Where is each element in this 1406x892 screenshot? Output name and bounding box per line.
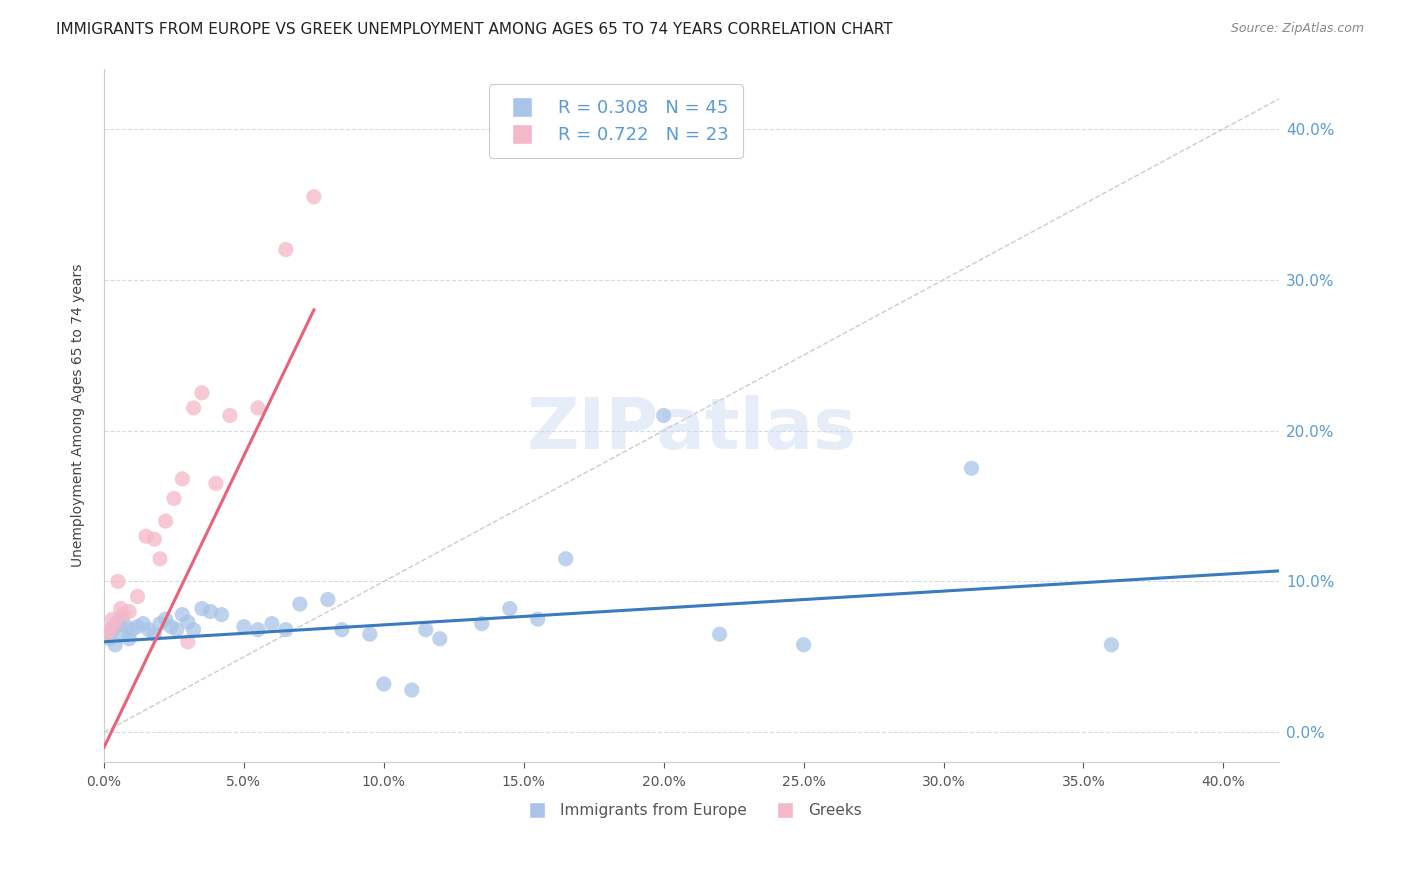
Point	[415, 623, 437, 637]
Point	[107, 574, 129, 589]
Point	[110, 601, 132, 615]
Point	[98, 623, 121, 637]
Point	[373, 677, 395, 691]
Point	[499, 601, 522, 615]
Point	[112, 607, 135, 622]
Point	[205, 476, 228, 491]
Point	[302, 190, 325, 204]
Point	[200, 605, 222, 619]
Point	[401, 683, 423, 698]
Point	[709, 627, 731, 641]
Point	[115, 620, 138, 634]
Point	[96, 627, 118, 641]
Point	[1099, 638, 1122, 652]
Point	[135, 529, 157, 543]
Point	[211, 607, 233, 622]
Point	[316, 592, 339, 607]
Point	[149, 616, 172, 631]
Point	[554, 551, 576, 566]
Point	[172, 607, 194, 622]
Point	[183, 401, 205, 415]
Point	[191, 601, 214, 615]
Point	[96, 627, 118, 641]
Point	[127, 590, 149, 604]
Point	[191, 385, 214, 400]
Point	[101, 612, 124, 626]
Point	[471, 616, 494, 631]
Point	[260, 616, 283, 631]
Point	[330, 623, 353, 637]
Point	[149, 551, 172, 566]
Point	[118, 605, 141, 619]
Point	[246, 623, 269, 637]
Text: ZIPatlas: ZIPatlas	[527, 395, 856, 464]
Point	[163, 491, 186, 506]
Y-axis label: Unemployment Among Ages 65 to 74 years: Unemployment Among Ages 65 to 74 years	[72, 264, 86, 567]
Point	[112, 627, 135, 641]
Point	[104, 638, 127, 652]
Point	[155, 612, 177, 626]
Point	[177, 634, 200, 648]
Point	[526, 612, 548, 626]
Point	[160, 620, 183, 634]
Point	[183, 623, 205, 637]
Point	[274, 623, 297, 637]
Point	[219, 409, 242, 423]
Point	[155, 514, 177, 528]
Point	[138, 623, 160, 637]
Point	[288, 597, 311, 611]
Legend: Immigrants from Europe, Greeks: Immigrants from Europe, Greeks	[516, 797, 868, 824]
Point	[246, 401, 269, 415]
Point	[429, 632, 451, 646]
Point	[118, 632, 141, 646]
Point	[143, 532, 166, 546]
Text: Source: ZipAtlas.com: Source: ZipAtlas.com	[1230, 22, 1364, 36]
Point	[132, 616, 155, 631]
Point	[101, 623, 124, 637]
Text: IMMIGRANTS FROM EUROPE VS GREEK UNEMPLOYMENT AMONG AGES 65 TO 74 YEARS CORRELATI: IMMIGRANTS FROM EUROPE VS GREEK UNEMPLOY…	[56, 22, 893, 37]
Point	[793, 638, 815, 652]
Point	[274, 243, 297, 257]
Point	[107, 616, 129, 631]
Point	[127, 620, 149, 634]
Point	[960, 461, 983, 475]
Point	[232, 620, 254, 634]
Point	[652, 409, 675, 423]
Point	[166, 623, 188, 637]
Point	[121, 623, 143, 637]
Point	[110, 612, 132, 626]
Point	[98, 632, 121, 646]
Point	[104, 616, 127, 631]
Point	[172, 472, 194, 486]
Point	[177, 615, 200, 629]
Point	[359, 627, 381, 641]
Point	[143, 627, 166, 641]
